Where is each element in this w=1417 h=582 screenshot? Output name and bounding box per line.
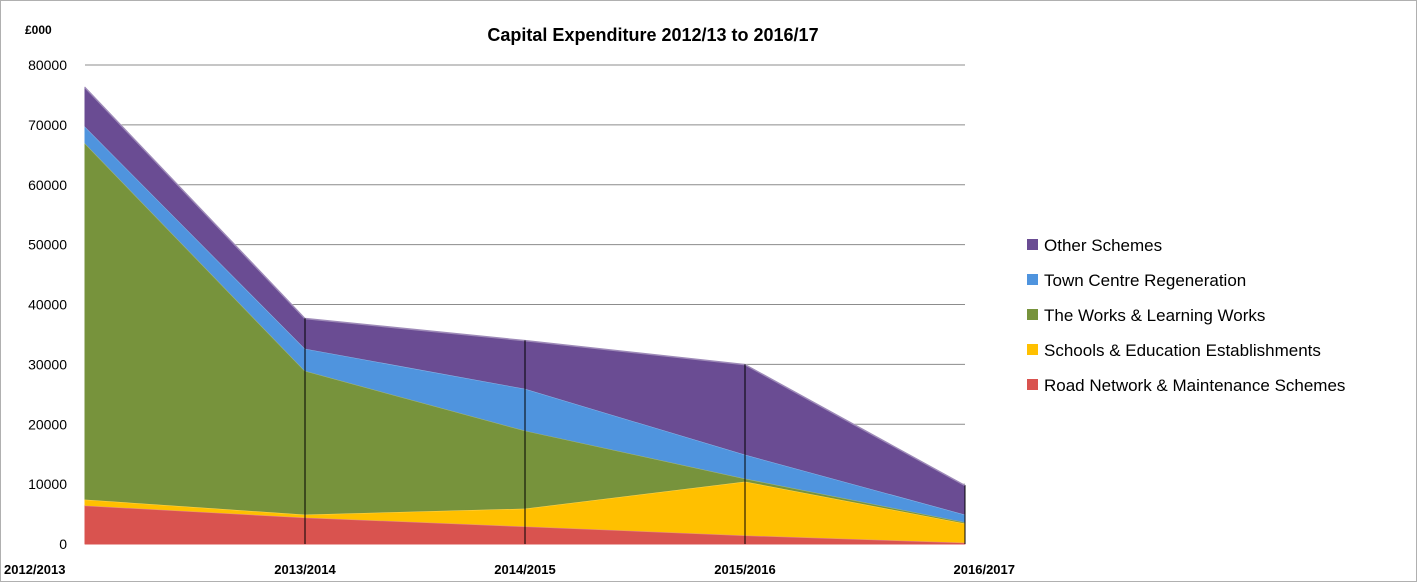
- x-tick-label: 2012/2013: [4, 562, 65, 577]
- legend-label-town-centre-regeneration: Town Centre Regeneration: [1044, 271, 1246, 290]
- x-tick-label: 2015/2016: [714, 562, 775, 577]
- area-edge-other-schemes: [84, 86, 966, 487]
- legend-swatch-road-network-and-maintenance-schemes: [1027, 379, 1038, 390]
- legend-label-other-schemes: Other Schemes: [1044, 236, 1162, 255]
- x-axis-ticks: 2012/2013 2013/2014 2014/2015 2015/2016 2016…: [4, 562, 1015, 577]
- y-tick-label: 50000: [28, 237, 67, 253]
- x-tick-label: 2014/2015: [494, 562, 555, 577]
- y-tick-label: 30000: [28, 356, 67, 372]
- legend-swatch-town-centre-regeneration: [1027, 274, 1038, 285]
- y-tick-label: 0: [59, 536, 67, 552]
- legend-label-the-works-and-learning-works: The Works & Learning Works: [1044, 306, 1265, 325]
- x-tick-label: 2016/2017: [954, 562, 1015, 577]
- y-unit-label: £000: [25, 23, 52, 37]
- legend-swatch-the-works-and-learning-works: [1027, 309, 1038, 320]
- y-tick-label: 20000: [28, 416, 67, 432]
- legend-label-schools-and-education-establishments: Schools & Education Establishments: [1044, 341, 1321, 360]
- y-tick-label: 60000: [28, 177, 67, 193]
- chart-title: Capital Expenditure 2012/13 to 2016/17: [487, 25, 818, 45]
- legend-swatch-schools-and-education-establishments: [1027, 344, 1038, 355]
- legend-label-road-network-and-maintenance-schemes: Road Network & Maintenance Schemes: [1044, 376, 1345, 395]
- legend-swatch-other-schemes: [1027, 239, 1038, 250]
- x-tick-label: 2013/2014: [274, 562, 336, 577]
- drop-lines: [304, 318, 966, 544]
- y-tick-label: 80000: [28, 57, 67, 73]
- y-tick-label: 10000: [28, 476, 67, 492]
- legend: Other Schemes Town Centre Regeneration The…: [1027, 236, 1345, 395]
- y-tick-label: 70000: [28, 117, 67, 133]
- y-axis-ticks: 0 10000 20000 30000 40000 50000 60000 70000 8000…: [28, 57, 67, 552]
- y-tick-label: 40000: [28, 297, 67, 313]
